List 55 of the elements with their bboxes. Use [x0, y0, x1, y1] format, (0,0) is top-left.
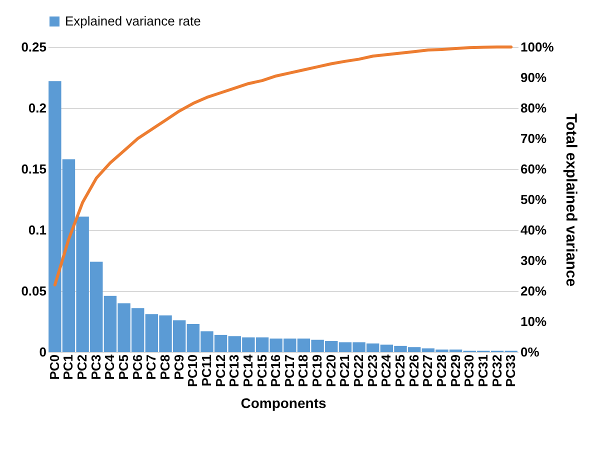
x-tick-label: PC0 [46, 354, 62, 380]
x-tick-label: PC25 [392, 354, 408, 388]
legend-label: Explained variance rate [65, 14, 201, 28]
x-tick-label: PC17 [282, 354, 297, 388]
x-tick-label: PC22 [351, 354, 366, 388]
line-series [53, 46, 513, 286]
y2-tick-label: 40% [520, 222, 547, 238]
x-tick-label: PC19 [310, 354, 325, 388]
y2-tick-label: 70% [520, 131, 547, 146]
x-tick-label: PC14 [240, 354, 256, 388]
x-tick-label: PC6 [130, 354, 145, 380]
y2-tick-label: 80% [520, 100, 547, 116]
x-tick-label: PC33 [503, 354, 518, 388]
x-tick-label: PC24 [378, 354, 394, 388]
y-tick-label: 0.15 [21, 162, 46, 176]
x-tick-label: PC1 [60, 354, 76, 380]
x-tick-label: PC10 [185, 354, 200, 388]
x-tick-label: PC9 [171, 354, 186, 380]
y-tick-label: 0.05 [21, 284, 46, 298]
x-tick-label: PC5 [116, 354, 132, 380]
x-tick-label: PC2 [74, 354, 90, 380]
x-tick-label: PC7 [144, 354, 159, 380]
x-tick-label: PC23 [364, 354, 380, 388]
x-tick-label: PC8 [158, 354, 172, 380]
x-tick-label: PC30 [462, 354, 477, 388]
x-tick-label: PC26 [406, 354, 422, 388]
y2-tick-label: 0% [520, 344, 540, 360]
x-tick-label: PC11 [198, 354, 214, 386]
x-tick-label: PC16 [268, 354, 284, 388]
y2-tick-label: 60% [520, 162, 547, 176]
x-tick-label: PC4 [102, 354, 118, 380]
x-tick-label: PC27 [420, 354, 436, 388]
y2-tick-label: 50% [520, 192, 547, 207]
y2-tick-label: 90% [520, 70, 547, 85]
x-tick-label: PC32 [489, 354, 504, 388]
y-tick-label: 0.1 [28, 222, 46, 238]
y2-tick-label: 30% [520, 253, 547, 268]
x-tick-label: PC21 [337, 354, 352, 388]
y-tick-label: 0.2 [28, 100, 46, 116]
x-tick-label: PC3 [88, 354, 104, 380]
x-tick-label: PC12 [212, 354, 228, 388]
x-tick-label: PC29 [448, 354, 463, 388]
y-tick-label: 0.25 [21, 40, 46, 54]
y2-tick-label: 100% [520, 40, 554, 54]
x-tick-label: PC13 [226, 354, 242, 388]
x-tick-label: PC20 [323, 354, 338, 388]
x-tick-label: PC18 [296, 354, 311, 388]
y2-axis-title: Total explained variance [562, 113, 580, 287]
x-axis-title: Components [240, 395, 326, 412]
x-tick-label: PC15 [254, 354, 270, 388]
y-tick-label: 0 [39, 344, 46, 360]
y2-tick-label: 10% [520, 314, 547, 329]
x-tick-label: PC28 [434, 354, 449, 388]
x-tick-label: PC31 [475, 354, 490, 388]
y2-tick-label: 20% [520, 284, 547, 298]
